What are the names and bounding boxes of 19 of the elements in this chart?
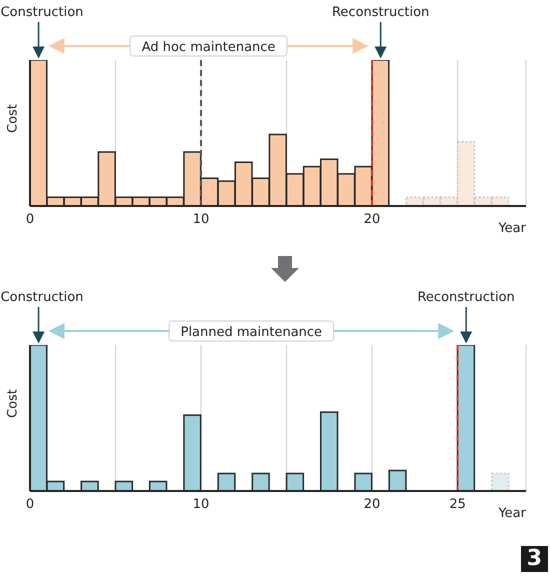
x-tick-label: 0: [26, 212, 34, 228]
x-tick-label: 10: [192, 212, 210, 228]
x-tick-label: 20: [364, 497, 380, 512]
x-tick-label: 25: [449, 497, 466, 512]
x-axis-title: Year: [497, 506, 527, 521]
x-tick-label: 10: [192, 497, 210, 512]
annotation: Reconstruction: [417, 290, 515, 305]
annotation: Reconstruction: [332, 5, 430, 20]
y-axis-title: Cost: [6, 104, 21, 133]
x-tick-label: 20: [364, 212, 380, 228]
text: Ad hoc maintenance: [142, 40, 276, 55]
annotation: Construction: [0, 5, 84, 20]
x-tick-label: 0: [26, 497, 34, 512]
bar: [491, 472, 510, 491]
annotation: Construction: [0, 290, 84, 305]
text: Planned maintenance: [180, 325, 322, 340]
x-axis-title: Year: [497, 221, 527, 236]
y-axis-title: Cost: [6, 389, 21, 418]
text: 3: [520, 546, 548, 572]
